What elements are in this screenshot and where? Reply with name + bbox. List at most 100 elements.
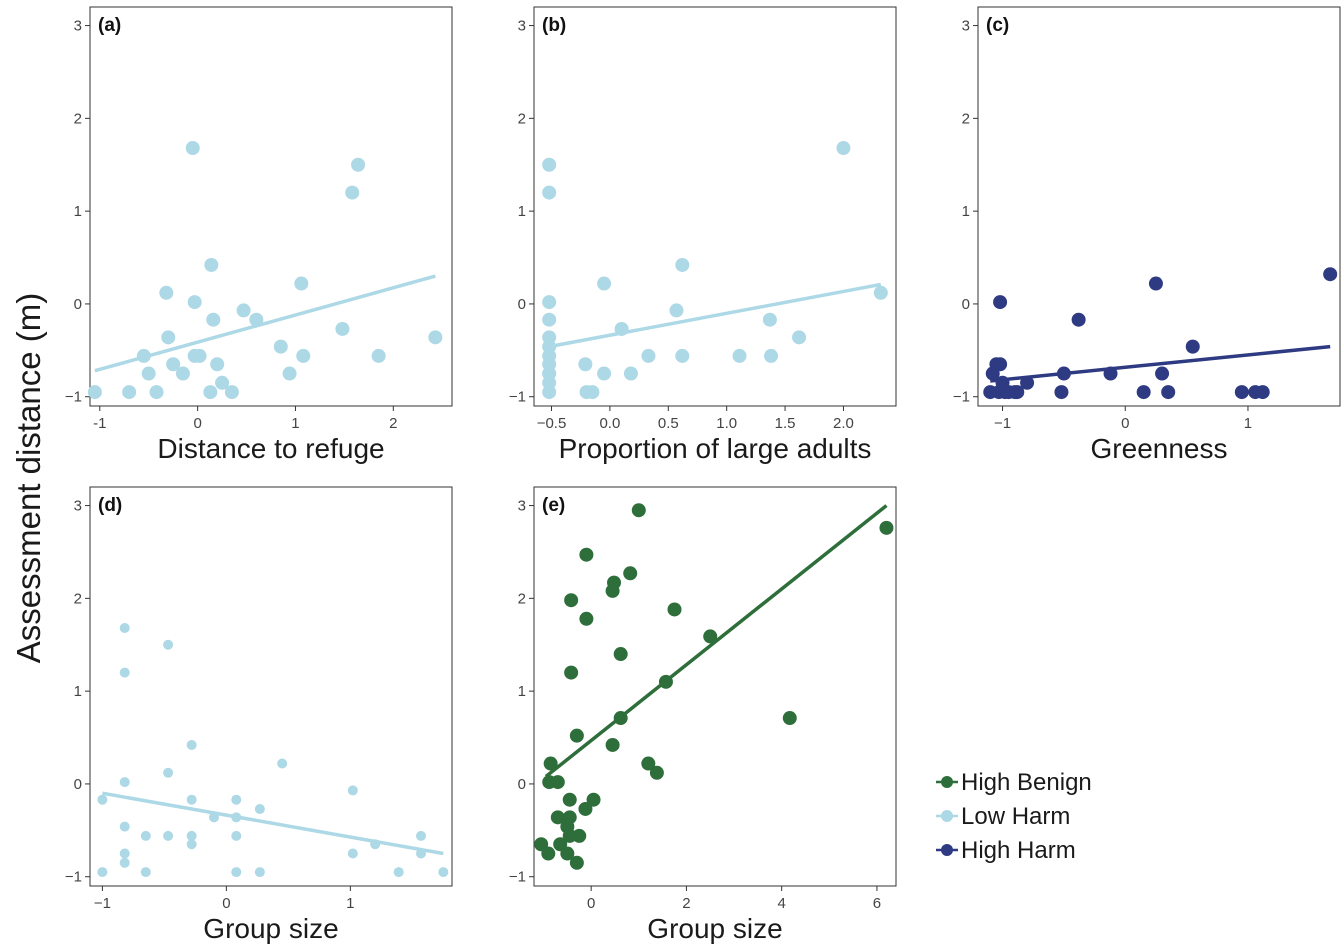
data-point: [1323, 267, 1338, 282]
x-tick-label: 0: [222, 895, 230, 912]
x-tick-label: −1: [94, 895, 111, 912]
data-point: [542, 185, 557, 200]
x-tick-label: −0.5: [537, 415, 567, 432]
legend-item: High Benign: [936, 769, 1092, 796]
panel-frame: [977, 6, 1341, 407]
data-point: [163, 639, 174, 650]
panel-label: (b): [542, 15, 566, 36]
data-point: [607, 575, 622, 590]
data-point: [542, 157, 557, 172]
data-point: [186, 830, 197, 841]
data-point: [335, 321, 350, 336]
x-axis-label: Distance to refuge: [157, 433, 384, 464]
y-tick-label: 1: [74, 683, 82, 700]
data-point: [560, 846, 575, 861]
data-point: [210, 357, 225, 372]
data-point: [542, 312, 557, 327]
data-point: [562, 792, 577, 807]
data-point: [185, 141, 200, 156]
y-tick-label: 2: [74, 110, 82, 127]
x-tick-label: -1: [93, 415, 106, 432]
data-point: [1185, 339, 1200, 354]
y-tick-label: 3: [518, 18, 526, 35]
regression-line: [990, 344, 1331, 383]
y-tick-label: 1: [518, 203, 526, 220]
x-tick-label: 1.5: [775, 415, 796, 432]
y-tick-label: 3: [962, 18, 970, 35]
data-point: [669, 303, 684, 318]
data-point: [649, 765, 664, 780]
y-tick-label: 2: [962, 110, 970, 127]
data-point: [1234, 385, 1249, 400]
legend-key-point: [941, 810, 953, 822]
data-point: [97, 867, 108, 878]
data-point: [282, 366, 297, 381]
data-point: [732, 348, 747, 363]
data-point: [764, 348, 779, 363]
data-point: [631, 503, 646, 518]
data-point: [597, 276, 612, 291]
data-point: [296, 348, 311, 363]
data-point: [203, 385, 218, 400]
data-point: [254, 867, 265, 878]
data-point: [224, 385, 239, 400]
panel-label: (c): [986, 15, 1009, 36]
legend-label: High Harm: [961, 837, 1076, 864]
data-point: [236, 303, 251, 318]
data-point: [762, 312, 777, 327]
y-tick-label: −1: [953, 389, 970, 406]
data-point: [345, 185, 360, 200]
data-point: [119, 623, 130, 634]
data-point: [175, 366, 190, 381]
data-point: [187, 295, 202, 310]
y-tick-label: 2: [74, 590, 82, 607]
data-point: [564, 593, 579, 608]
data-point: [161, 330, 176, 345]
data-point: [675, 348, 690, 363]
data-point: [141, 366, 156, 381]
data-point: [792, 330, 807, 345]
y-tick-label: 0: [962, 296, 970, 313]
data-point: [119, 777, 130, 788]
data-point: [873, 285, 888, 300]
panel-label: (e): [542, 495, 565, 516]
y-tick-label: 2: [518, 590, 526, 607]
data-point: [231, 794, 242, 805]
data-point: [140, 867, 151, 878]
data-point: [623, 566, 638, 581]
data-point: [605, 737, 620, 752]
data-point: [159, 285, 174, 300]
data-point: [562, 810, 577, 825]
y-tick-label: 1: [74, 203, 82, 220]
data-point: [166, 357, 181, 372]
data-point: [1010, 385, 1025, 400]
y-tick-label: 0: [518, 776, 526, 793]
data-point: [542, 366, 557, 381]
data-point: [1148, 276, 1163, 291]
y-tick-label: 1: [518, 683, 526, 700]
y-tick-label: 3: [74, 498, 82, 515]
data-point: [597, 366, 612, 381]
data-point: [585, 385, 600, 400]
regression-line: [548, 282, 882, 349]
data-point: [204, 257, 219, 272]
x-tick-label: 0: [1121, 415, 1129, 432]
data-point: [231, 830, 242, 841]
data-point: [836, 141, 851, 156]
data-point: [1054, 385, 1069, 400]
legend-item: Low Harm: [936, 803, 1070, 830]
y-tick-label: 1: [962, 203, 970, 220]
x-tick-label: 2: [682, 895, 690, 912]
data-point: [641, 756, 656, 771]
y-tick-label: 3: [518, 498, 526, 515]
x-tick-label: 2.0: [833, 415, 854, 432]
data-point: [569, 728, 584, 743]
panel-label: (a): [98, 15, 121, 36]
y-tick-label: −1: [65, 869, 82, 886]
data-point: [347, 785, 358, 796]
regression-line: [102, 791, 444, 856]
data-point: [351, 157, 366, 172]
y-tick-label: −1: [509, 389, 526, 406]
data-point: [277, 758, 288, 769]
